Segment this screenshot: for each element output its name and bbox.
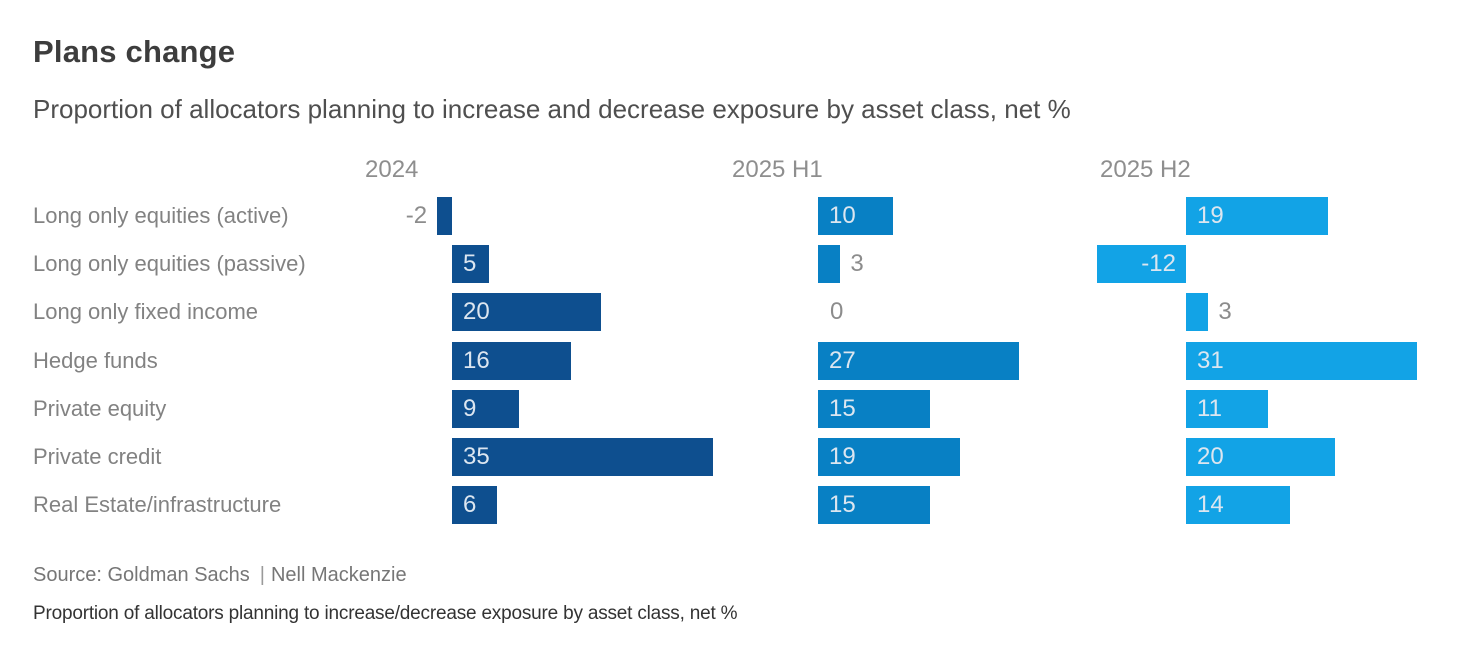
row-label: Private credit [33, 444, 162, 469]
bar: 19 [818, 438, 960, 476]
bar-value-label: 15 [829, 491, 856, 519]
row-label: Long only equities (passive) [33, 251, 306, 277]
bar: 20 [452, 293, 601, 332]
bar: 9 [452, 389, 520, 428]
row-label: Real Estate/infrastructure [33, 492, 282, 518]
bar: 16 [452, 341, 572, 380]
bar-value-label: 3 [850, 250, 864, 278]
bar-value-label: 6 [463, 491, 477, 519]
bar: 31 [1186, 341, 1417, 380]
bar: 15 [818, 486, 930, 525]
row-label: Private equity [33, 395, 167, 421]
bar: 19 [1186, 197, 1328, 235]
bar-value-label: 5 [463, 250, 477, 278]
chart-subtitle: Proportion of allocators planning to inc… [33, 94, 1071, 124]
bar: -12 [1096, 245, 1186, 284]
bar: 10 [818, 197, 893, 235]
bar-value-label: 20 [1197, 443, 1224, 470]
bar-value-label: 19 [1197, 202, 1224, 229]
bar-value-label: 0 [830, 298, 844, 326]
caption-line: Proportion of allocators planning to inc… [33, 603, 738, 624]
bar: 15 [818, 389, 930, 428]
bar-value-label: 15 [829, 394, 856, 422]
column-header-2025-h2: 2025 H2 [1100, 156, 1191, 183]
bar-value-label: 19 [829, 443, 856, 470]
bar-value-label: 3 [1218, 298, 1232, 326]
bar: 6 [452, 486, 497, 525]
column-header-2024: 2024 [365, 156, 419, 183]
source-author: Nell Mackenzie [270, 564, 407, 586]
source-separator: | [259, 564, 265, 586]
bar-value-label: 27 [829, 346, 856, 374]
bar-value-label: 20 [463, 298, 490, 326]
bar: 11 [1186, 389, 1268, 428]
bar: 20 [1186, 438, 1335, 476]
bar-value-label: 9 [463, 394, 477, 422]
bar [818, 245, 841, 284]
bar-value-label: 16 [463, 346, 490, 374]
source-text: Source: Goldman Sachs [33, 564, 250, 586]
column-header-2025-h1: 2025 H1 [732, 156, 823, 183]
chart-title: Plans change [33, 34, 236, 69]
bar [437, 197, 452, 235]
bar-value-label: -12 [1141, 250, 1176, 278]
row-label: Long only fixed income [33, 299, 259, 325]
bar-value-label: -2 [405, 202, 428, 229]
row-label: Hedge funds [33, 347, 158, 373]
bar: 35 [452, 438, 713, 476]
bar: 14 [1186, 486, 1291, 525]
source-line: Source: Goldman Sachs | Nell Mackenzie [33, 564, 407, 587]
bar [1186, 293, 1209, 332]
bar: 5 [452, 245, 490, 284]
bar-value-label: 10 [829, 202, 856, 229]
bar-value-label: 31 [1197, 346, 1224, 374]
bar-value-label: 35 [463, 443, 490, 470]
bar: 27 [818, 341, 1020, 380]
bar-value-label: 14 [1197, 491, 1224, 519]
bar-value-label: 11 [1197, 394, 1222, 422]
row-label: Long only equities (active) [33, 203, 289, 228]
